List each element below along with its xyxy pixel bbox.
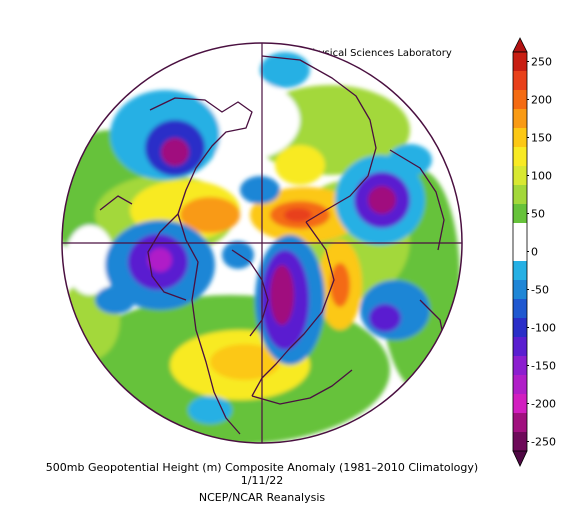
colorbar-cell bbox=[513, 223, 527, 243]
anomaly-low-small-6 bbox=[188, 396, 232, 424]
colorbar-cell bbox=[513, 109, 527, 129]
colorbar-cell bbox=[513, 185, 527, 205]
colorbar-cell bbox=[513, 71, 527, 91]
figure-title: 500mb Geopotential Height (m) Composite … bbox=[46, 461, 478, 474]
anomaly-field bbox=[62, 52, 460, 443]
anomaly-low-nw-core bbox=[161, 138, 189, 166]
anomaly-low-small-2 bbox=[222, 241, 254, 269]
anomaly-low-small-3 bbox=[260, 52, 310, 88]
colorbar-cell bbox=[513, 299, 527, 319]
colorbar-labels: 250 200 150 100 50 0 -50 -100 -150 -200 -250 bbox=[527, 56, 556, 449]
colorbar-tick-label: 50 bbox=[531, 208, 545, 221]
colorbar-tick-label: 150 bbox=[531, 132, 552, 145]
colorbar-tick-label: 200 bbox=[531, 94, 552, 107]
colorbar-tick-label: 0 bbox=[531, 246, 538, 259]
anomaly-low-east-core bbox=[369, 304, 401, 332]
colorbar-cell bbox=[513, 261, 527, 281]
colorbar-cell bbox=[513, 413, 527, 433]
coastlines bbox=[99, 55, 447, 435]
colorbar-tick-label: -250 bbox=[531, 436, 556, 449]
anomaly-high-north-peak bbox=[284, 208, 312, 222]
map-frame bbox=[61, 42, 463, 444]
colorbar-cell bbox=[513, 432, 527, 452]
anomaly-low-center-core bbox=[270, 265, 294, 325]
colorbar-cell bbox=[513, 375, 527, 395]
anomaly-low-small-4 bbox=[95, 286, 135, 314]
anomaly-low-small-1 bbox=[240, 176, 280, 204]
anomaly-high-west-core bbox=[180, 197, 240, 233]
anomaly-low-ne-core bbox=[368, 186, 396, 214]
colorbar-cell bbox=[513, 337, 527, 357]
colorbar-tick-label: -200 bbox=[531, 398, 556, 411]
colorbar-cell bbox=[513, 204, 527, 224]
colorbar-cell bbox=[513, 356, 527, 376]
colorbar-cell bbox=[513, 242, 527, 262]
colorbar-cells bbox=[512, 51, 528, 452]
colorbar-cell bbox=[513, 166, 527, 186]
colorbar-cell bbox=[513, 394, 527, 414]
colorbar-cell bbox=[513, 318, 527, 338]
figure-date: 1/11/22 bbox=[241, 474, 283, 487]
colorbar-tick-label: -150 bbox=[531, 360, 556, 373]
colorbar-cell bbox=[513, 280, 527, 300]
colorbar: 250 200 150 100 50 0 -50 -100 -150 -200 -250 bbox=[512, 37, 556, 467]
colorbar-cell bbox=[513, 128, 527, 148]
colorbar-tick-label: -50 bbox=[531, 284, 549, 297]
anomaly-high-east-core bbox=[330, 263, 350, 307]
colorbar-cell bbox=[513, 147, 527, 167]
colorbar-tick-label: -100 bbox=[531, 322, 556, 335]
colorbar-cell bbox=[513, 52, 527, 72]
polar-map bbox=[62, 43, 462, 443]
colorbar-tick-label: 100 bbox=[531, 170, 552, 183]
anomaly-low-small-5 bbox=[388, 144, 432, 176]
credit-label: NOAA Physical Sciences Laboratory bbox=[274, 48, 452, 59]
colorbar-under-arrow bbox=[512, 450, 528, 467]
colorbar-tick-label: 250 bbox=[531, 56, 552, 69]
anomaly-low-west-core bbox=[148, 248, 172, 272]
figure-source: NCEP/NCAR Reanalysis bbox=[199, 491, 325, 504]
colorbar-over-arrow bbox=[512, 37, 528, 53]
colorbar-cell bbox=[513, 90, 527, 110]
anomaly-high-ne bbox=[275, 145, 325, 185]
